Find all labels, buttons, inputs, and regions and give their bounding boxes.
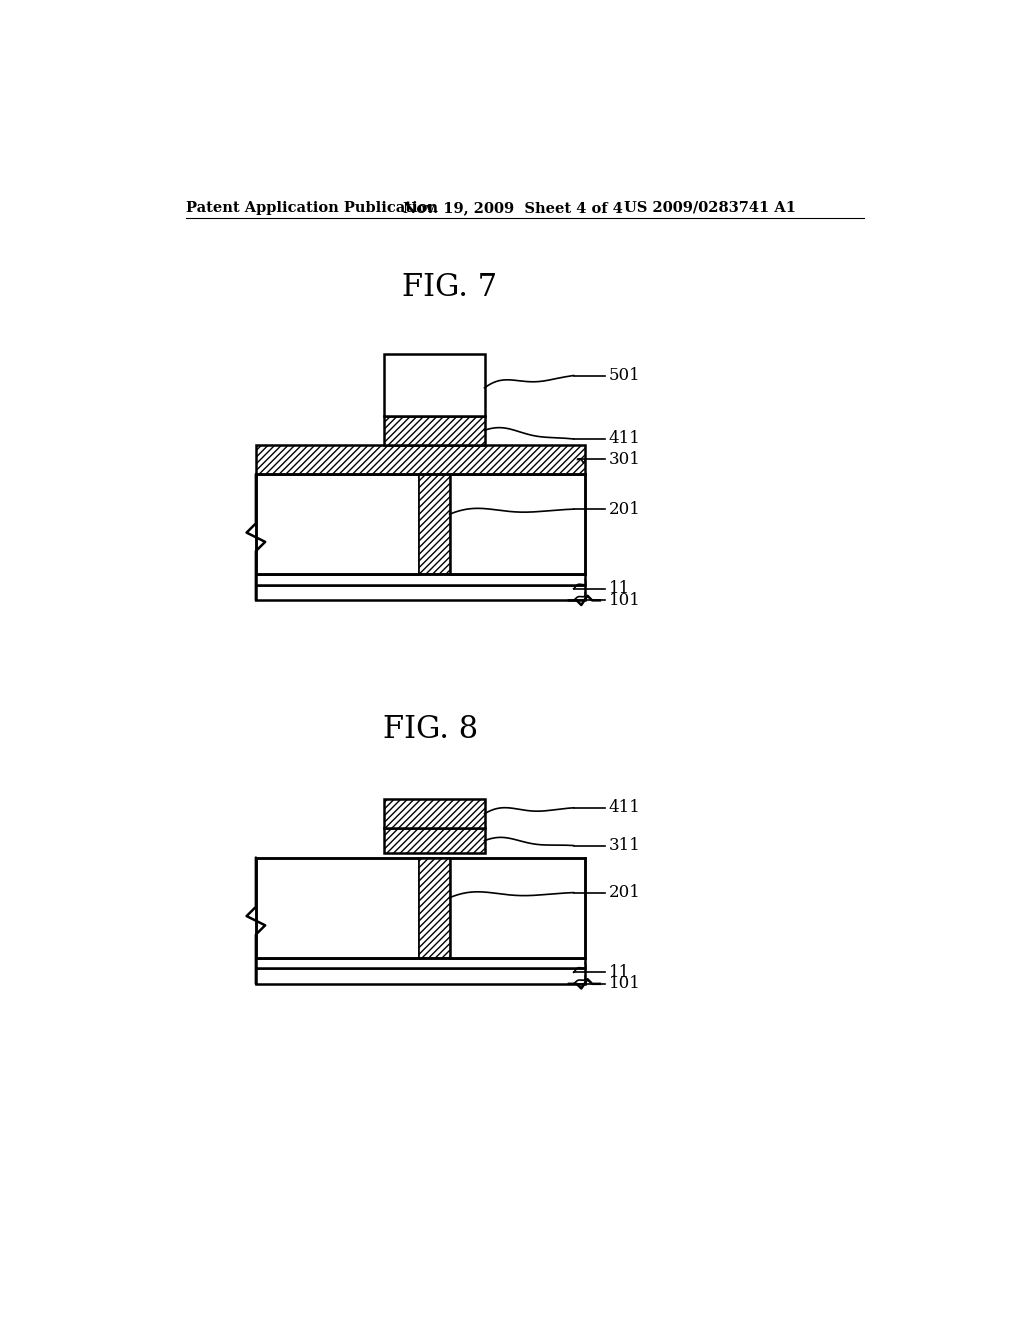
Bar: [450, 858, 586, 958]
Text: Patent Application Publication: Patent Application Publication: [186, 201, 438, 215]
Text: FIG. 7: FIG. 7: [402, 272, 498, 304]
Text: 301: 301: [608, 451, 640, 469]
Bar: [256, 858, 419, 958]
Bar: [450, 474, 586, 574]
Text: 411: 411: [608, 800, 640, 816]
Bar: [256, 958, 586, 969]
Bar: [384, 799, 484, 829]
Text: 11: 11: [608, 964, 630, 981]
Text: 501: 501: [608, 367, 640, 384]
Text: 11: 11: [608, 581, 630, 598]
Bar: [419, 474, 450, 574]
Bar: [384, 829, 484, 853]
Bar: [384, 416, 484, 445]
Text: US 2009/0283741 A1: US 2009/0283741 A1: [624, 201, 796, 215]
Text: 201: 201: [608, 884, 640, 902]
Bar: [256, 474, 419, 574]
Text: 411: 411: [608, 430, 640, 447]
Text: Nov. 19, 2009  Sheet 4 of 4: Nov. 19, 2009 Sheet 4 of 4: [403, 201, 623, 215]
Text: FIG. 8: FIG. 8: [383, 714, 478, 746]
Text: 101: 101: [608, 591, 640, 609]
Bar: [256, 574, 586, 585]
Text: 311: 311: [608, 837, 640, 854]
Bar: [256, 445, 586, 474]
Bar: [256, 969, 586, 983]
Bar: [419, 858, 450, 958]
Bar: [256, 585, 586, 601]
Text: 201: 201: [608, 500, 640, 517]
Text: 101: 101: [608, 975, 640, 993]
Bar: [384, 354, 484, 416]
